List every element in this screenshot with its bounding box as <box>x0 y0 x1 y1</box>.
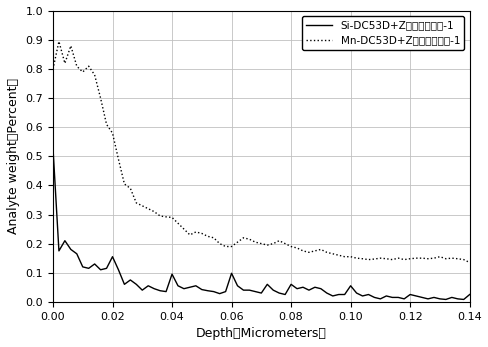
Mn-DC53D+Z（去掉涂层）-1 <box>50 67 56 71</box>
Line: Mn-DC53D+Z（去掉涂层）-1: Mn-DC53D+Z（去掉涂层）-1 <box>53 42 468 263</box>
Mn-DC53D+Z（去掉涂层）-1 <box>56 40 62 44</box>
Y-axis label: Analyte weight（Percent）: Analyte weight（Percent） <box>7 78 20 234</box>
Si-DC53D+Z（去掉涂层）-1 <box>62 239 68 243</box>
Si-DC53D+Z（去掉涂层）-1 <box>365 293 371 297</box>
Si-DC53D+Z（去掉涂层）-1 <box>466 293 471 297</box>
Si-DC53D+Z（去掉涂层）-1 <box>442 297 448 302</box>
Mn-DC53D+Z（去掉涂层）-1 <box>175 221 181 225</box>
Mn-DC53D+Z（去掉涂层）-1 <box>466 261 471 265</box>
Mn-DC53D+Z（去掉涂层）-1 <box>305 250 311 254</box>
X-axis label: Depth（Micrometers）: Depth（Micrometers） <box>196 327 326 340</box>
Si-DC53D+Z（去掉涂层）-1 <box>300 285 305 289</box>
Mn-DC53D+Z（去掉涂层）-1 <box>68 44 74 48</box>
Si-DC53D+Z（去掉涂层）-1 <box>50 145 56 150</box>
Si-DC53D+Z（去掉涂层）-1 <box>169 272 175 276</box>
Si-DC53D+Z（去掉涂层）-1 <box>448 295 454 299</box>
Line: Si-DC53D+Z（去掉涂层）-1: Si-DC53D+Z（去掉涂层）-1 <box>53 147 468 299</box>
Mn-DC53D+Z（去掉涂层）-1 <box>448 256 454 260</box>
Si-DC53D+Z（去掉涂层）-1 <box>252 289 258 294</box>
Mn-DC53D+Z（去掉涂层）-1 <box>258 242 264 246</box>
Mn-DC53D+Z（去掉涂层）-1 <box>371 257 377 261</box>
Legend: Si-DC53D+Z（去掉涂层）-1, Mn-DC53D+Z（去掉涂层）-1: Si-DC53D+Z（去掉涂层）-1, Mn-DC53D+Z（去掉涂层）-1 <box>302 16 464 50</box>
